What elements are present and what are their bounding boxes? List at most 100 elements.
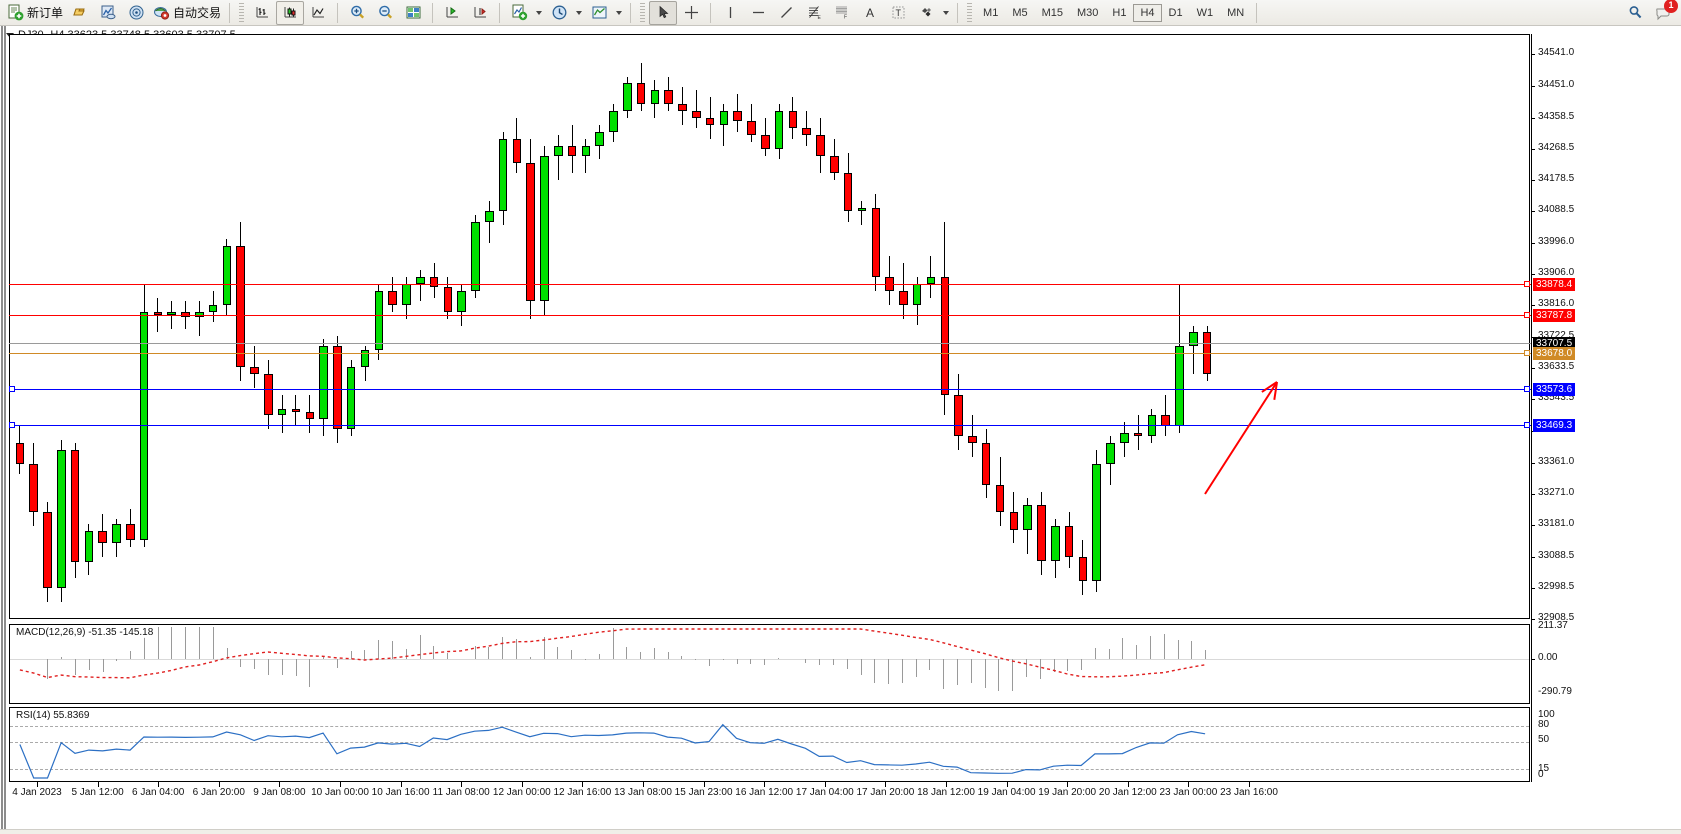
macd-histogram-bar bbox=[419, 634, 421, 659]
price-pane[interactable] bbox=[9, 34, 1530, 619]
period-dropdown-caret[interactable] bbox=[576, 10, 583, 15]
market-watch-icon[interactable] bbox=[94, 1, 122, 25]
resistance-level-2-tag[interactable]: 33787.8 bbox=[1533, 308, 1576, 322]
rsi-level-line bbox=[10, 769, 1529, 770]
candle bbox=[857, 201, 867, 226]
search-icon[interactable] bbox=[1621, 1, 1649, 25]
folder-icon[interactable] bbox=[66, 1, 94, 25]
price-axis[interactable]: 34541.0 34451.0 34358.5 34268.5 34178.5 34088… bbox=[1531, 34, 1681, 782]
fibonacci-icon[interactable]: E bbox=[800, 1, 828, 25]
line-chart-icon[interactable] bbox=[304, 1, 332, 25]
level-line[interactable] bbox=[9, 314, 1531, 316]
level-line[interactable] bbox=[9, 352, 1531, 354]
macd-zero-line bbox=[10, 659, 1529, 660]
candle bbox=[15, 425, 25, 475]
level-handle[interactable] bbox=[1524, 349, 1530, 356]
new-order-button[interactable]: 新订单 bbox=[4, 1, 66, 25]
macd-histogram-bar bbox=[736, 659, 738, 664]
macd-histogram-bar bbox=[1108, 649, 1110, 659]
macd-pane[interactable]: MACD(12,26,9) -51.35 -145.18 bbox=[9, 624, 1530, 704]
macd-histogram-bar bbox=[929, 659, 931, 670]
candle bbox=[540, 145, 549, 316]
level-line[interactable] bbox=[9, 388, 1531, 390]
auto-scroll-icon[interactable] bbox=[466, 1, 494, 25]
timeframe-d1[interactable]: D1 bbox=[1168, 6, 1183, 19]
alerts-icon[interactable]: 1 bbox=[1649, 0, 1678, 25]
resistance-level-1-tag[interactable]: 33878.4 bbox=[1533, 277, 1576, 291]
candle bbox=[816, 118, 825, 174]
time-label: 19 Jan 20:00 bbox=[1038, 787, 1097, 798]
alerts-badge-count: 1 bbox=[1664, 0, 1678, 13]
templates-icon[interactable] bbox=[585, 1, 613, 25]
level-handle[interactable] bbox=[1524, 311, 1530, 318]
macd-histogram-bar bbox=[116, 659, 118, 661]
crosshair-icon[interactable] bbox=[677, 1, 705, 25]
timeframe-m1[interactable]: M1 bbox=[983, 6, 999, 19]
text-label-icon[interactable]: T bbox=[884, 1, 912, 25]
level-handle[interactable] bbox=[1524, 422, 1530, 429]
timeframe-w1[interactable]: W1 bbox=[1196, 6, 1214, 19]
tile-windows-icon[interactable] bbox=[399, 1, 427, 25]
candle bbox=[595, 124, 604, 160]
cursor-icon[interactable] bbox=[649, 0, 678, 25]
level-line[interactable] bbox=[9, 283, 1531, 285]
candle bbox=[1161, 394, 1170, 437]
macd-histogram-bar bbox=[529, 657, 531, 659]
support-level-2-tag[interactable]: 33469.3 bbox=[1533, 419, 1576, 433]
level-handle[interactable] bbox=[1524, 385, 1530, 392]
indicators-icon[interactable] bbox=[505, 1, 533, 25]
auto-trading-label: 自动交易 bbox=[173, 6, 222, 20]
level-handle[interactable] bbox=[9, 385, 15, 392]
shapes-icon[interactable] bbox=[912, 1, 940, 25]
timeframe-m15[interactable]: M15 bbox=[1041, 6, 1063, 19]
text-icon[interactable]: A bbox=[856, 1, 884, 25]
horizontal-line-icon[interactable] bbox=[744, 1, 772, 25]
candle bbox=[981, 429, 991, 499]
time-axis: 4 Jan 2023 5 Jan 12:00 6 Jan 04:00 6 Jan 20… bbox=[9, 782, 1530, 802]
candlestick-chart-icon[interactable] bbox=[276, 0, 305, 25]
macd-histogram-bar bbox=[199, 627, 201, 659]
macd-histogram-bar bbox=[805, 659, 807, 663]
macd-histogram-bar bbox=[75, 659, 77, 675]
chart-area[interactable]: DJ30-,H4 33623.5 33748.5 33603.5 33707.5… bbox=[0, 26, 1681, 834]
support-level-1-tag[interactable]: 33573.6 bbox=[1533, 382, 1576, 396]
orange-level-tag[interactable]: 33678.0 bbox=[1533, 346, 1576, 360]
current-price-tag[interactable]: 33707.5 bbox=[1533, 336, 1576, 350]
time-label: 15 Jan 23:00 bbox=[674, 787, 733, 798]
indicators-dropdown-caret[interactable] bbox=[536, 10, 543, 15]
timeframe-h1[interactable]: H1 bbox=[1112, 6, 1127, 19]
period-icon[interactable] bbox=[545, 1, 573, 25]
candle bbox=[388, 277, 397, 312]
navigator-icon[interactable] bbox=[122, 1, 150, 25]
macd-histogram-bar bbox=[557, 646, 559, 659]
macd-histogram-bar bbox=[185, 627, 187, 659]
zoom-in-icon[interactable] bbox=[343, 1, 371, 25]
bar-chart-icon[interactable] bbox=[248, 1, 276, 25]
timeframe-mn[interactable]: MN bbox=[1227, 6, 1245, 19]
left-scroll-grip[interactable] bbox=[0, 26, 7, 834]
timeframe-m5[interactable]: M5 bbox=[1012, 6, 1028, 19]
timeframe-h4[interactable]: H4 bbox=[1133, 3, 1162, 22]
shift-end-icon[interactable] bbox=[438, 1, 466, 25]
trendline-icon[interactable] bbox=[772, 1, 800, 25]
level-handle[interactable] bbox=[1524, 280, 1530, 287]
zoom-out-icon[interactable] bbox=[371, 1, 399, 25]
macd-histogram-bar bbox=[626, 647, 628, 659]
shapes-dropdown-caret[interactable] bbox=[943, 10, 950, 15]
auto-trading-icon[interactable]: 自动交易 bbox=[150, 1, 224, 25]
rsi-line bbox=[19, 723, 1206, 779]
templates-dropdown-caret[interactable] bbox=[616, 10, 623, 15]
level-line[interactable] bbox=[9, 342, 1531, 344]
macd-histogram-bar bbox=[130, 651, 132, 659]
svg-text:F: F bbox=[844, 15, 847, 21]
level-line[interactable] bbox=[9, 425, 1531, 427]
candle bbox=[250, 346, 259, 388]
macd-histogram-bar bbox=[640, 652, 642, 659]
channel-icon[interactable]: F bbox=[828, 1, 856, 25]
time-tick bbox=[340, 782, 341, 787]
rsi-pane[interactable]: RSI(14) 55.8369 bbox=[9, 707, 1530, 782]
candle bbox=[1037, 491, 1046, 575]
timeframe-m30[interactable]: M30 bbox=[1077, 6, 1099, 19]
level-handle[interactable] bbox=[9, 422, 15, 429]
vertical-line-icon[interactable] bbox=[716, 1, 744, 25]
